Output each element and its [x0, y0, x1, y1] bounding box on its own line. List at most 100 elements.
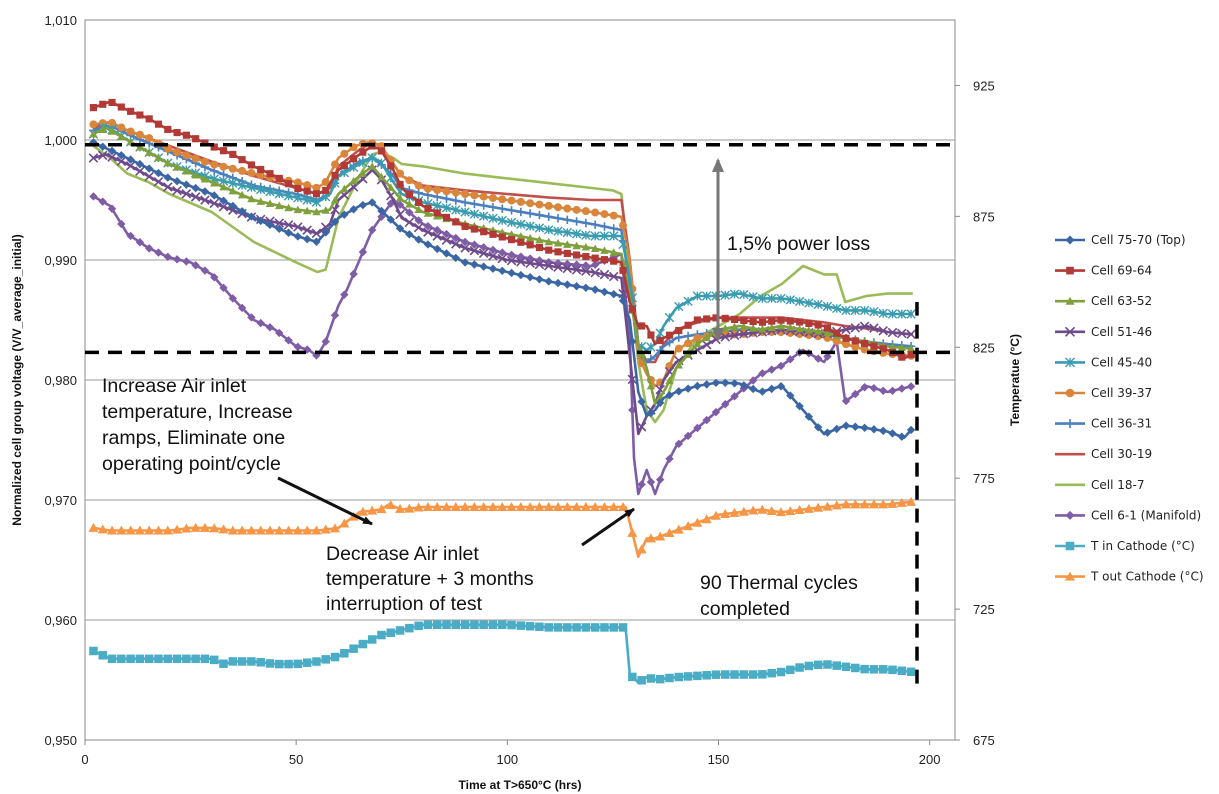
- data-point: [107, 525, 118, 535]
- data-point: [255, 184, 266, 195]
- data-point: [739, 289, 749, 300]
- data-point: [758, 369, 767, 378]
- data-point: [777, 316, 785, 324]
- data-point: [395, 193, 405, 202]
- data-point: [861, 339, 869, 348]
- data-point: [497, 501, 508, 511]
- data-point: [507, 196, 516, 205]
- legend-marker: [1064, 326, 1076, 337]
- data-point: [599, 231, 610, 241]
- data-point: [422, 501, 433, 511]
- data-point: [516, 257, 526, 267]
- data-point: [693, 381, 702, 391]
- data-point: [89, 129, 98, 138]
- data-point: [340, 290, 349, 299]
- data-point: [795, 324, 804, 333]
- data-point: [646, 477, 656, 487]
- data-point: [330, 523, 341, 533]
- data-point: [451, 196, 461, 205]
- data-point: [553, 501, 564, 511]
- data-point: [590, 267, 600, 278]
- data-point: [357, 506, 368, 516]
- data-point: [414, 621, 423, 631]
- data-point: [88, 522, 99, 532]
- data-point: [163, 654, 173, 664]
- data-point: [674, 387, 683, 396]
- data-point: [554, 203, 562, 212]
- data-point: [841, 421, 851, 430]
- data-point: [191, 183, 200, 193]
- data-point: [433, 244, 442, 254]
- data-point: [600, 623, 609, 632]
- data-point: [804, 412, 814, 421]
- data-point: [117, 103, 125, 111]
- data-point: [572, 623, 581, 632]
- data-point: [887, 498, 898, 508]
- data-point: [609, 623, 619, 632]
- data-point: [247, 313, 256, 322]
- data-point: [386, 183, 395, 191]
- data-point: [813, 327, 823, 335]
- data-point: [767, 365, 776, 374]
- data-point: [609, 248, 618, 256]
- data-point: [535, 200, 544, 209]
- data-point: [89, 646, 98, 656]
- data-point: [906, 309, 916, 319]
- data-point: [805, 319, 813, 327]
- data-point: [257, 165, 265, 174]
- data-point: [469, 501, 480, 511]
- data-point: [237, 525, 248, 535]
- data-point: [404, 503, 415, 513]
- data-point: [748, 324, 758, 332]
- data-point: [786, 391, 795, 400]
- data-point: [674, 344, 683, 353]
- series-line: [92, 124, 913, 352]
- data-point: [879, 386, 888, 395]
- data-point: [683, 431, 693, 441]
- data-point: [487, 501, 498, 511]
- data-point: [488, 264, 498, 273]
- data-point: [330, 652, 340, 662]
- data-point: [729, 289, 740, 299]
- data-point: [246, 182, 257, 193]
- data-point: [767, 384, 776, 394]
- data-point: [776, 293, 786, 304]
- data-point: [683, 521, 694, 531]
- data-point: [534, 259, 545, 270]
- data-point: [748, 670, 758, 679]
- data-point: [452, 218, 460, 226]
- legend-label: Cell 75-70 (Top): [1091, 233, 1186, 247]
- data-point: [321, 655, 330, 664]
- data-point: [395, 503, 406, 513]
- data-point: [739, 670, 749, 679]
- data-point: [515, 501, 526, 511]
- data-point: [572, 205, 581, 214]
- data-point: [842, 334, 850, 342]
- data-point: [292, 525, 303, 535]
- data-point: [154, 168, 163, 178]
- data-point: [878, 308, 888, 318]
- data-point: [154, 153, 163, 162]
- y2-tick-label: 925: [973, 78, 995, 93]
- data-point: [878, 665, 888, 674]
- data-point: [553, 262, 563, 272]
- data-point: [758, 670, 767, 679]
- legend-entry: Cell 18-7: [1055, 478, 1144, 492]
- data-point: [609, 289, 618, 299]
- data-point: [395, 209, 405, 220]
- data-point: [117, 151, 126, 160]
- data-point: [645, 533, 656, 543]
- data-point: [544, 201, 553, 210]
- y-tick-label: 0,980: [44, 373, 77, 388]
- data-point: [321, 206, 330, 214]
- data-point: [507, 268, 516, 278]
- data-point: [656, 336, 664, 344]
- data-point: [442, 249, 451, 258]
- data-point: [618, 623, 628, 632]
- data-point: [497, 253, 508, 264]
- data-point: [377, 212, 386, 221]
- data-point: [563, 240, 572, 248]
- data-point: [516, 621, 526, 630]
- data-point: [247, 194, 256, 203]
- data-point: [563, 204, 572, 213]
